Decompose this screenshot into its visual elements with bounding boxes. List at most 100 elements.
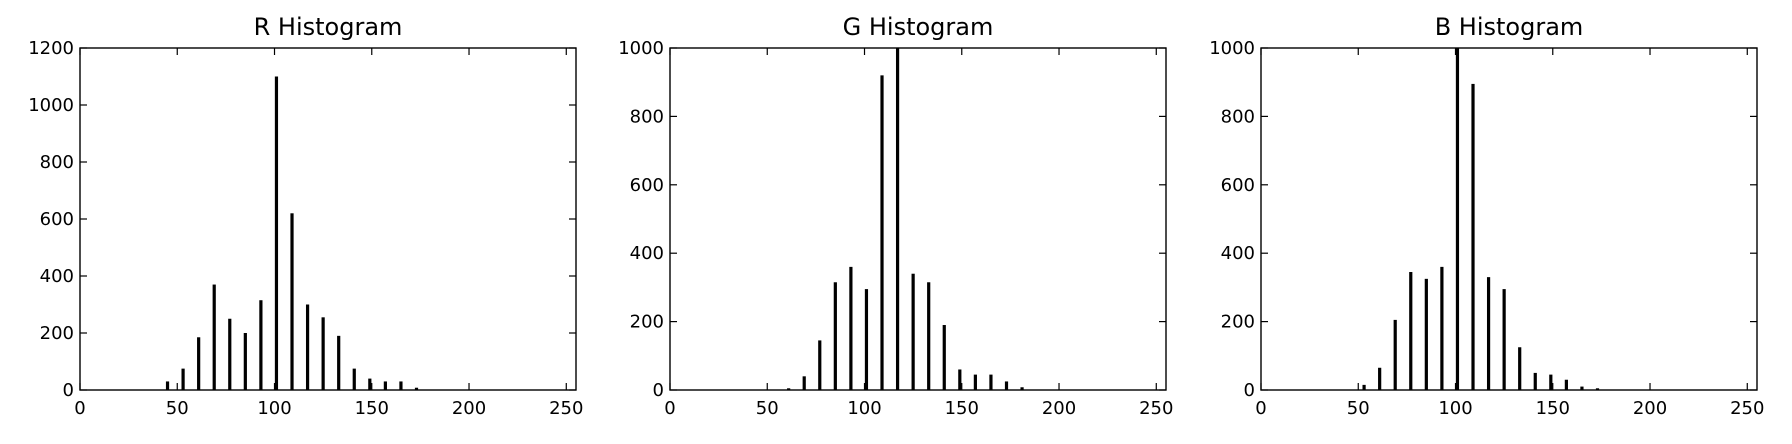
g-histogram-bar xyxy=(942,325,946,390)
g-x-tick-label: 0 xyxy=(664,398,675,419)
g-histogram-bars xyxy=(787,48,1024,391)
g-y-tick-label: 0 xyxy=(653,380,664,401)
r-histogram-bar xyxy=(305,304,310,390)
r-x-tick-label: 50 xyxy=(166,398,189,419)
g-y-tick-label: 600 xyxy=(630,175,664,196)
g-x-tick-label: 50 xyxy=(756,398,779,419)
r-y-tick-label: 400 xyxy=(40,266,74,287)
b-histogram-panel: B Histogram 0 50 100 150 200 250 0 200 400 600 800… xyxy=(1209,13,1764,419)
g-y-tick-label: 800 xyxy=(630,106,664,127)
r-histogram-bar xyxy=(165,381,170,390)
r-x-tick-label: 250 xyxy=(549,398,583,419)
b-histogram-frame xyxy=(1260,47,1758,391)
b-y-tick-label: 800 xyxy=(1221,106,1255,127)
b-y-tick-label: 600 xyxy=(1221,175,1255,196)
r-histogram-frame xyxy=(79,47,577,391)
b-histogram-bar xyxy=(1393,319,1397,390)
b-histogram-bar xyxy=(1424,278,1428,390)
b-histogram-bar xyxy=(1564,379,1568,390)
r-x-tick-label: 150 xyxy=(355,398,389,419)
r-histogram-bar xyxy=(212,284,216,390)
r-histogram-bar xyxy=(383,381,387,390)
b-y-tick-label: 200 xyxy=(1221,312,1255,333)
b-x-tick-label: 50 xyxy=(1347,398,1370,419)
g-x-tick-label: 200 xyxy=(1042,398,1076,419)
b-histogram-title: B Histogram xyxy=(1435,13,1584,41)
g-histogram-bar xyxy=(1020,387,1024,390)
r-y-tick-label: 800 xyxy=(40,152,74,173)
g-y-tick-label: 1000 xyxy=(618,38,664,59)
b-y-tick-label: 400 xyxy=(1221,243,1255,264)
b-histogram-bar xyxy=(1518,347,1522,390)
r-histogram-bar xyxy=(243,333,247,390)
r-x-tick-label: 200 xyxy=(452,398,486,419)
g-x-tick-label: 100 xyxy=(847,398,881,419)
r-histogram-bars xyxy=(165,76,419,390)
g-histogram-bar xyxy=(849,266,853,390)
g-histogram-bar xyxy=(802,376,806,390)
r-histogram-bar xyxy=(414,387,419,390)
b-histogram-bar xyxy=(1455,48,1460,390)
r-y-tick-label: 600 xyxy=(40,209,74,230)
r-histogram-title: R Histogram xyxy=(254,13,403,41)
b-y-tick-label: 0 xyxy=(1244,380,1255,401)
b-histogram-bar xyxy=(1362,384,1366,390)
g-y-tick-label: 200 xyxy=(630,312,664,333)
b-histogram-bar xyxy=(1378,367,1382,390)
r-x-tick-label: 100 xyxy=(257,398,291,419)
g-histogram-panel: G Histogram 0 50 100 150 200 250 0 200 400 600 800… xyxy=(618,13,1173,419)
r-y-tick-label: 200 xyxy=(40,323,74,344)
r-histogram-bar xyxy=(352,368,356,390)
r-histogram-bar xyxy=(228,318,232,390)
b-histogram-bar xyxy=(1549,374,1553,390)
g-histogram-bar xyxy=(864,289,869,390)
r-histogram-bar xyxy=(290,213,294,390)
b-histogram-bar xyxy=(1486,277,1491,390)
g-histogram-bar xyxy=(989,374,993,390)
b-x-tick-label: 100 xyxy=(1438,398,1472,419)
r-y-tick-label: 0 xyxy=(63,380,74,401)
b-histogram-bar xyxy=(1502,289,1506,390)
b-x-tick-label: 200 xyxy=(1633,398,1667,419)
r-histogram-bar xyxy=(368,378,372,390)
b-histogram-bar xyxy=(1580,386,1584,390)
b-histogram-axes: 0 50 100 150 200 250 0 200 400 600 800 1000 xyxy=(1209,38,1764,419)
r-histogram-bar xyxy=(197,337,201,390)
b-histogram-bars xyxy=(1362,48,1600,390)
r-x-tick-label: 0 xyxy=(74,398,85,419)
r-histogram-bar xyxy=(399,381,403,390)
r-histogram-bar xyxy=(274,76,279,390)
r-histogram-bar xyxy=(337,335,341,390)
r-histogram-bar xyxy=(259,300,263,390)
b-x-tick-label: 150 xyxy=(1536,398,1570,419)
b-histogram-bar xyxy=(1471,83,1475,390)
g-histogram-bar xyxy=(973,374,977,390)
g-histogram-bar xyxy=(880,75,884,391)
g-x-tick-label: 150 xyxy=(945,398,979,419)
g-histogram-frame xyxy=(669,47,1167,391)
g-histogram-bar xyxy=(1004,381,1009,390)
g-histogram-bar xyxy=(833,282,837,390)
b-histogram-bar xyxy=(1440,266,1444,390)
g-histogram-bar xyxy=(787,388,791,390)
g-histogram-axes: 0 50 100 150 200 250 0 200 400 600 800 1000 xyxy=(618,38,1173,419)
b-y-tick-label: 1000 xyxy=(1209,38,1255,59)
g-histogram-bar xyxy=(911,273,915,390)
b-x-tick-label: 250 xyxy=(1730,398,1764,419)
r-histogram-panel: R Histogram 0 50 100 150 200 250 0 200 400 600 800… xyxy=(28,13,583,419)
b-histogram-bar xyxy=(1533,372,1537,390)
g-histogram-bar xyxy=(818,340,822,390)
b-histogram-bar xyxy=(1409,272,1413,390)
r-histogram-axes: 0 50 100 150 200 250 0 200 400 600 800 1000 1200 xyxy=(28,38,583,419)
r-y-tick-label: 1000 xyxy=(28,95,74,116)
g-y-tick-label: 400 xyxy=(630,243,664,264)
g-histogram-bar xyxy=(927,282,931,390)
r-histogram-bar xyxy=(181,368,185,390)
g-histogram-bar xyxy=(958,369,962,390)
b-histogram-bar xyxy=(1595,388,1600,390)
g-histogram-title: G Histogram xyxy=(843,13,994,41)
r-histogram-bar xyxy=(321,317,325,390)
g-histogram-bar xyxy=(895,48,900,390)
r-y-tick-label: 1200 xyxy=(28,38,74,59)
